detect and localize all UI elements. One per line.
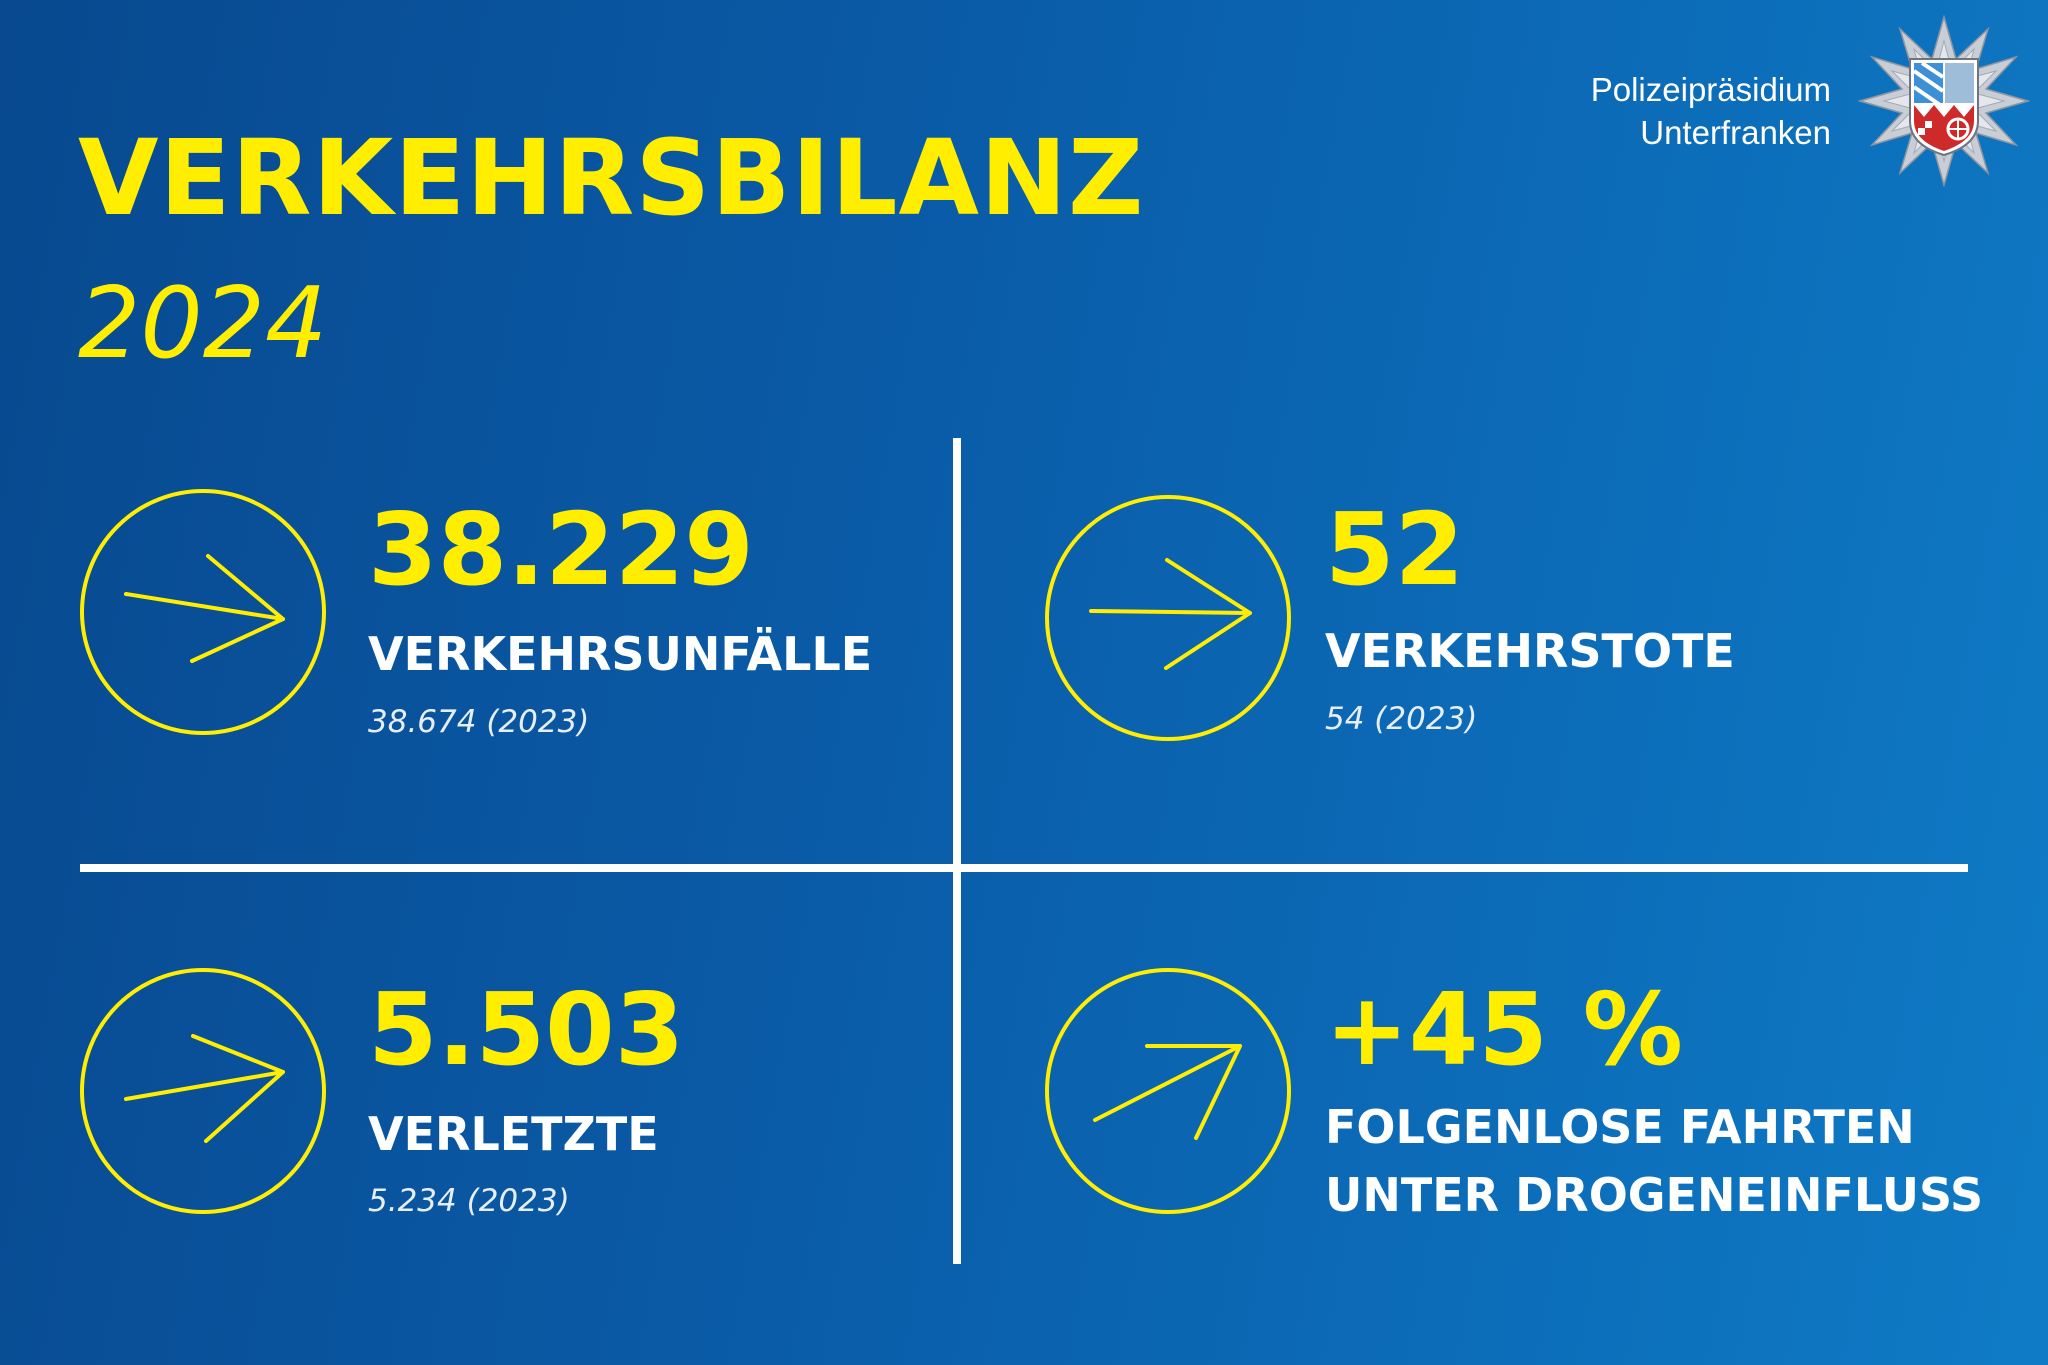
vertical-divider bbox=[953, 438, 961, 1264]
arrow-right-icon bbox=[78, 487, 328, 737]
stat-fatalities-label: VERKEHRSTOTE bbox=[1325, 624, 1735, 678]
horizontal-divider bbox=[80, 864, 1968, 872]
stat-injured-previous: 5.234 (2023) bbox=[368, 1183, 570, 1219]
organization-name: Polizeipräsidium Unterfranken bbox=[1591, 68, 1831, 154]
stat-drug-drives-label-line-2: UNTER DROGENEINFLUSS bbox=[1325, 1168, 1984, 1222]
arrow-up-right-icon bbox=[1043, 966, 1293, 1216]
organization-line-2: Unterfranken bbox=[1640, 114, 1831, 151]
stat-fatalities-previous: 54 (2023) bbox=[1325, 701, 1478, 737]
organization-line-1: Polizeipräsidium bbox=[1590, 71, 1831, 108]
stat-injured-label: VERLETZTE bbox=[368, 1107, 659, 1161]
stat-fatalities-value: 52 bbox=[1325, 491, 1465, 608]
arrow-right-icon bbox=[1043, 493, 1293, 743]
stat-drug-drives-value: +45 % bbox=[1325, 971, 1683, 1088]
page-title: VERKEHRSBILANZ bbox=[78, 117, 1145, 239]
arrow-right-icon bbox=[78, 966, 328, 1216]
stat-injured-value: 5.503 bbox=[368, 971, 685, 1088]
stat-accidents-previous: 38.674 (2023) bbox=[368, 704, 590, 740]
police-star-badge-icon bbox=[1858, 15, 2030, 187]
stat-drug-drives-label-line-1: FOLGENLOSE FAHRTEN bbox=[1325, 1100, 1915, 1154]
stat-accidents-value: 38.229 bbox=[368, 491, 754, 608]
report-year: 2024 bbox=[78, 267, 328, 381]
stat-accidents-label: VERKEHRSUNFÄLLE bbox=[368, 627, 873, 681]
